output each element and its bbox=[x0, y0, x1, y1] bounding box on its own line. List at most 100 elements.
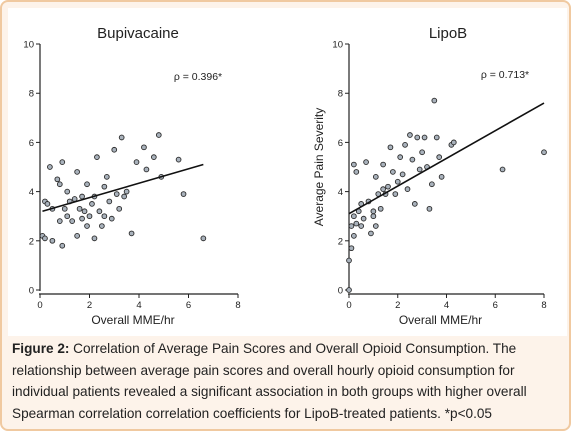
bupivacaine-data-point bbox=[69, 218, 76, 224]
bupivacaine-data-point bbox=[79, 215, 85, 222]
lipob-data-point bbox=[348, 223, 355, 229]
lipob-panel: LipoB 0 2 4 6 8 10 0 2 4 6 8 Overall MME/hr Average P… bbox=[312, 25, 547, 327]
lipob-data-point bbox=[358, 223, 365, 229]
bupivacaine-data-point bbox=[84, 223, 90, 229]
lipob-data-point bbox=[438, 173, 445, 180]
bupivacaine-y-tick-label: 0 bbox=[29, 286, 34, 297]
lipob-data-point bbox=[431, 97, 438, 104]
bupivacaine-data-point bbox=[54, 176, 61, 183]
bupivacaine-data-point bbox=[91, 235, 98, 242]
bupivacaine-data-point bbox=[74, 169, 80, 175]
bupivacaine-y-tick-label: 8 bbox=[29, 89, 34, 100]
lipob-data-point bbox=[353, 220, 360, 227]
bupivacaine-data-point bbox=[86, 213, 93, 220]
bupivacaine-data-point bbox=[47, 164, 53, 170]
caption-text: Correlation of Average Pain Scores and O… bbox=[12, 341, 527, 421]
lipob-data-point bbox=[385, 183, 391, 190]
bupivacaine-data-point bbox=[81, 208, 88, 215]
lipob-data-point bbox=[419, 149, 425, 156]
lipob-y-tick-label: 8 bbox=[338, 89, 343, 100]
bupivacaine-y-tick-label: 6 bbox=[29, 138, 34, 149]
lipob-data-point bbox=[429, 181, 435, 188]
lipob-data-point bbox=[380, 186, 386, 192]
lipob-data-point bbox=[387, 144, 394, 151]
bupivacaine-trend-line bbox=[42, 163, 204, 213]
lipob-data-point bbox=[377, 205, 384, 212]
lipob-x-tick-label: 4 bbox=[444, 300, 449, 311]
bupivacaine-data-point bbox=[64, 188, 71, 195]
lipob-y-tick-label: 2 bbox=[338, 236, 343, 247]
bupivacaine-data-point bbox=[106, 198, 113, 205]
lipob-data-point bbox=[351, 233, 357, 239]
bupivacaine-data-point bbox=[84, 181, 90, 188]
lipob-data-point bbox=[499, 166, 506, 173]
bupivacaine-data-point bbox=[175, 156, 182, 163]
bupivacaine-data-point bbox=[79, 193, 85, 200]
bupivacaine-data-point bbox=[64, 213, 71, 220]
bupivacaine-data-point bbox=[116, 205, 123, 212]
lipob-data-point bbox=[360, 215, 367, 222]
lipob-y-label: Average Pain Severity bbox=[312, 108, 326, 227]
caption-lead: Figure 2: bbox=[12, 341, 70, 356]
lipob-data-point bbox=[370, 208, 377, 215]
bupivacaine-data-point bbox=[74, 233, 80, 239]
lipob-data-point bbox=[346, 257, 352, 264]
bupivacaine-correlation-annotation: ρ = 0.396* bbox=[174, 71, 222, 83]
lipob-data-point bbox=[370, 213, 377, 220]
scatter-plots: Bupivacaine 0 2 4 6 8 10 0 2 4 6 8 Overall MME/hr ρ =… bbox=[8, 25, 547, 327]
lipob-title: LipoB bbox=[429, 25, 467, 42]
lipob-data-point bbox=[411, 201, 418, 207]
bupivacaine-data-point bbox=[89, 201, 95, 207]
bupivacaine-data-point bbox=[141, 144, 147, 151]
bupivacaine-data-point bbox=[99, 223, 105, 229]
bupivacaine-panel: Bupivacaine 0 2 4 6 8 10 0 2 4 6 8 Overall MME/hr ρ =… bbox=[23, 25, 240, 327]
lipob-data-point bbox=[416, 166, 423, 173]
bupivacaine-data-point bbox=[133, 159, 140, 165]
bupivacaine-y-tick-label: 2 bbox=[29, 236, 34, 247]
lipob-x-tick-label: 0 bbox=[346, 300, 351, 311]
lipob-x-tick-label: 6 bbox=[493, 300, 498, 311]
lipob-data-point bbox=[351, 213, 357, 220]
bupivacaine-x-tick-label: 2 bbox=[87, 300, 92, 311]
bupivacaine-x-label: Overall MME/hr bbox=[91, 313, 174, 327]
bupivacaine-data-point bbox=[56, 181, 63, 188]
bupivacaine-data-point bbox=[143, 166, 150, 173]
bupivacaine-data-point bbox=[151, 154, 157, 161]
lipob-trend-line bbox=[348, 102, 545, 215]
bupivacaine-y-tick-label: 10 bbox=[23, 40, 34, 51]
lipob-data-point bbox=[426, 205, 433, 212]
lipob-data-point bbox=[399, 171, 406, 178]
lipob-data-point bbox=[541, 149, 547, 156]
bupivacaine-data-point bbox=[56, 218, 63, 224]
lipob-data-point bbox=[348, 245, 355, 252]
lipob-y-tick-label: 4 bbox=[338, 187, 343, 198]
bupivacaine-data-point bbox=[101, 183, 108, 190]
bupivacaine-data-point bbox=[49, 237, 56, 244]
bupivacaine-data-point bbox=[180, 191, 187, 197]
lipob-data-point bbox=[353, 169, 360, 175]
bupivacaine-x-tick-label: 4 bbox=[136, 300, 141, 311]
bupivacaine-data-point bbox=[118, 134, 125, 141]
figure-caption: Figure 2: Correlation of Average Pain Sc… bbox=[12, 338, 565, 424]
lipob-data-point bbox=[363, 159, 369, 165]
bupivacaine-data-point bbox=[103, 173, 110, 180]
left-edge-mask bbox=[8, 38, 20, 303]
lipob-data-point bbox=[409, 156, 416, 163]
bupivacaine-data-point bbox=[44, 201, 51, 207]
bupivacaine-data-point bbox=[94, 154, 100, 161]
bupivacaine-y-tick-label: 4 bbox=[29, 187, 34, 198]
lipob-data-point bbox=[394, 178, 401, 185]
lipob-data-point bbox=[346, 287, 352, 293]
lipob-data-point bbox=[368, 230, 374, 237]
bupivacaine-x-tick-label: 8 bbox=[235, 300, 240, 311]
bupivacaine-data-point bbox=[76, 205, 83, 212]
lipob-y-tick-label: 0 bbox=[338, 286, 343, 297]
lipob-data-point bbox=[433, 134, 440, 141]
lipob-x-tick-label: 2 bbox=[395, 300, 400, 311]
bupivacaine-x-tick-label: 6 bbox=[186, 300, 191, 311]
bupivacaine-data-point bbox=[96, 208, 103, 215]
lipob-data-point bbox=[372, 223, 379, 229]
lipob-data-point bbox=[414, 134, 421, 141]
bupivacaine-data-point bbox=[42, 235, 48, 242]
